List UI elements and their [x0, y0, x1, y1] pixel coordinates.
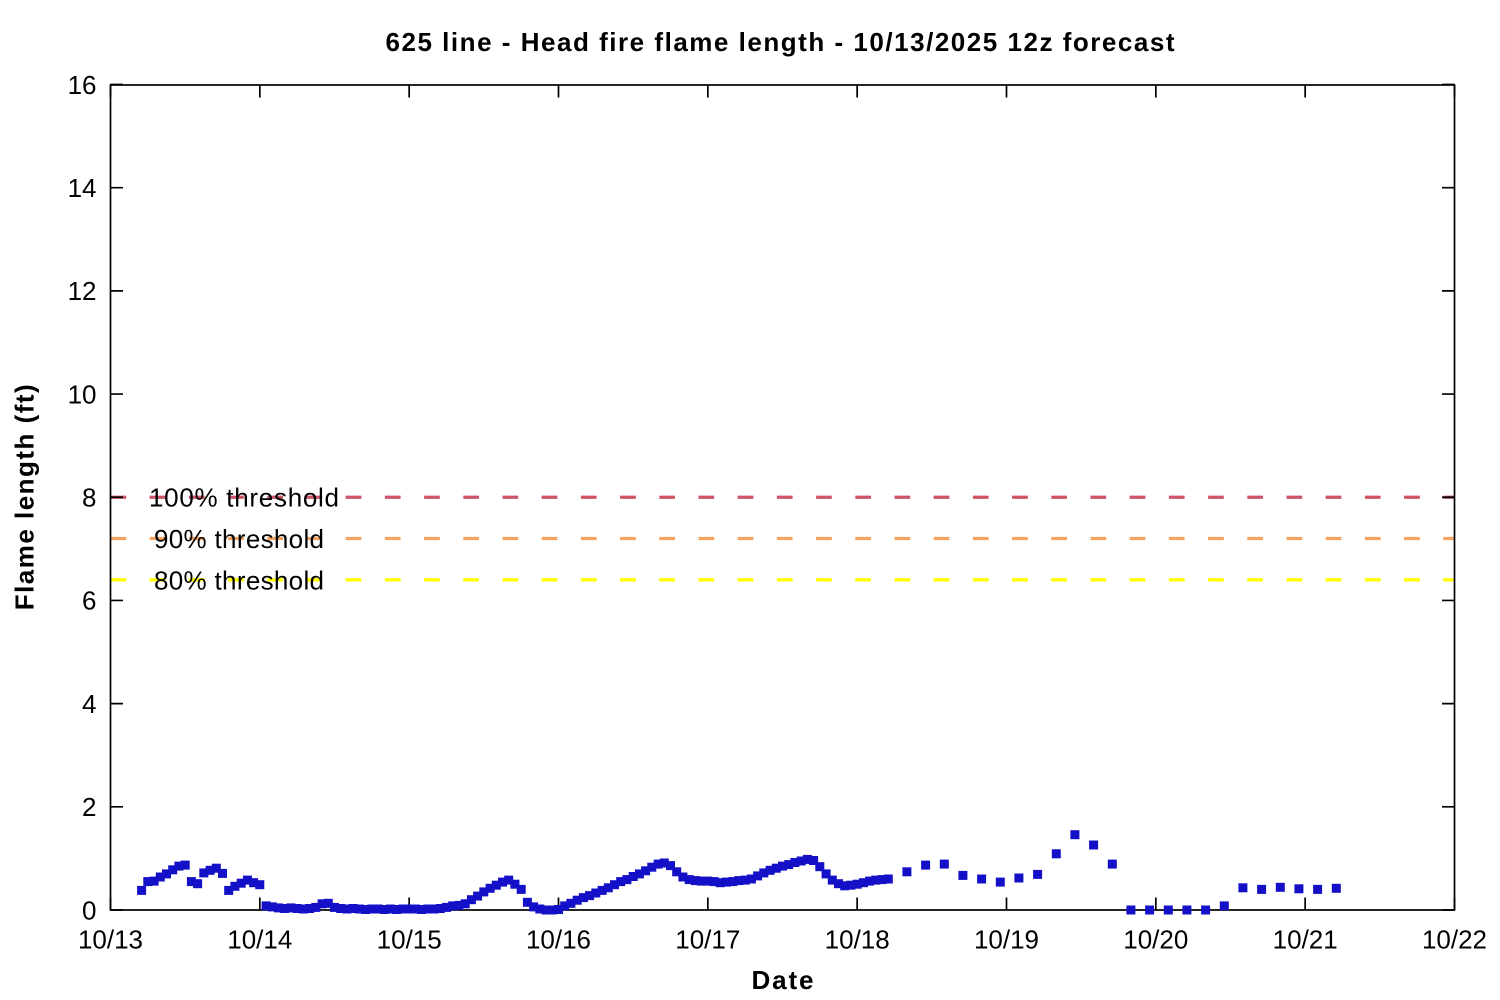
svg-text:10/13: 10/13	[78, 925, 143, 955]
svg-text:12: 12	[68, 276, 97, 306]
svg-text:10/17: 10/17	[675, 925, 740, 955]
svg-text:14: 14	[68, 173, 97, 203]
svg-text:0: 0	[82, 895, 96, 925]
svg-text:10/21: 10/21	[1273, 925, 1338, 955]
svg-text:90% threshold: 90% threshold	[154, 524, 324, 554]
svg-text:10/14: 10/14	[227, 925, 292, 955]
svg-text:10/15: 10/15	[377, 925, 442, 955]
svg-text:2: 2	[82, 792, 96, 822]
svg-text:100% threshold: 100% threshold	[149, 483, 339, 513]
svg-text:10/20: 10/20	[1123, 925, 1188, 955]
svg-text:8: 8	[82, 483, 96, 513]
svg-text:4: 4	[82, 689, 96, 719]
svg-text:6: 6	[82, 586, 96, 616]
svg-text:10/19: 10/19	[974, 925, 1039, 955]
svg-text:Date: Date	[752, 965, 814, 995]
svg-text:80% threshold: 80% threshold	[154, 565, 324, 595]
svg-text:625 line - Head fire flame len: 625 line - Head fire flame length - 10/1…	[386, 27, 1175, 57]
svg-text:10/18: 10/18	[825, 925, 890, 955]
svg-text:10/16: 10/16	[526, 925, 591, 955]
svg-text:10: 10	[68, 379, 97, 409]
svg-text:16: 16	[68, 70, 97, 100]
svg-text:10/22: 10/22	[1422, 925, 1487, 955]
svg-text:Flame length (ft): Flame length (ft)	[10, 384, 40, 610]
